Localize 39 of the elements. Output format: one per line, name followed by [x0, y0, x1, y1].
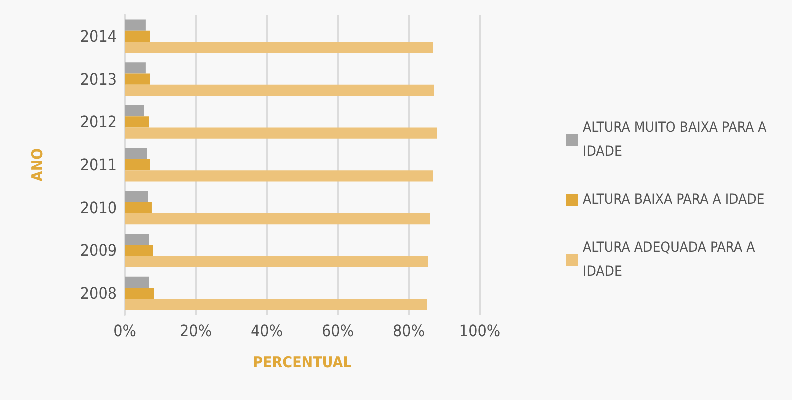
x-tick-label: 80% [393, 322, 425, 340]
x-tick-label: 20% [180, 322, 212, 340]
bar [125, 256, 428, 268]
legend-label: ALTURA BAIXA PARA A IDADE [583, 192, 765, 208]
bar [125, 234, 150, 246]
x-tick-label: 40% [251, 322, 283, 340]
bar [125, 42, 434, 54]
x-axis-title: PERCENTUAL [253, 354, 352, 372]
bar [125, 30, 150, 42]
y-tick-label: 2011 [80, 156, 117, 174]
bar [125, 288, 154, 300]
bar [125, 20, 146, 31]
legend-label: ALTURA MUITO BAIXA PARA A IDADE [583, 120, 771, 160]
bar [125, 84, 434, 96]
x-tick-label: 60% [322, 322, 354, 340]
bar [125, 213, 430, 225]
y-tick-label: 2008 [80, 284, 117, 304]
bar [125, 74, 150, 85]
bar [125, 62, 146, 74]
bar [125, 299, 428, 310]
bar [125, 170, 434, 182]
bar [125, 105, 144, 117]
bar [125, 159, 150, 171]
bar [125, 202, 152, 214]
bar [125, 148, 148, 160]
legend-label: ALTURA ADEQUADA PARA A IDADE [583, 240, 760, 280]
x-tick-label: 100% [459, 322, 501, 340]
y-tick-label: 2012 [80, 112, 117, 132]
x-tick-label: 0% [114, 322, 136, 340]
bar [125, 191, 148, 202]
bar [125, 276, 150, 288]
bar [125, 245, 154, 256]
bar [125, 128, 438, 139]
y-tick-label: 2009 [80, 241, 117, 260]
y-tick-label: 2010 [80, 198, 117, 218]
bar [125, 116, 150, 128]
y-axis-title: ANO [28, 148, 46, 182]
y-tick-label: 2013 [80, 70, 117, 89]
y-tick-label: 2014 [80, 26, 117, 46]
